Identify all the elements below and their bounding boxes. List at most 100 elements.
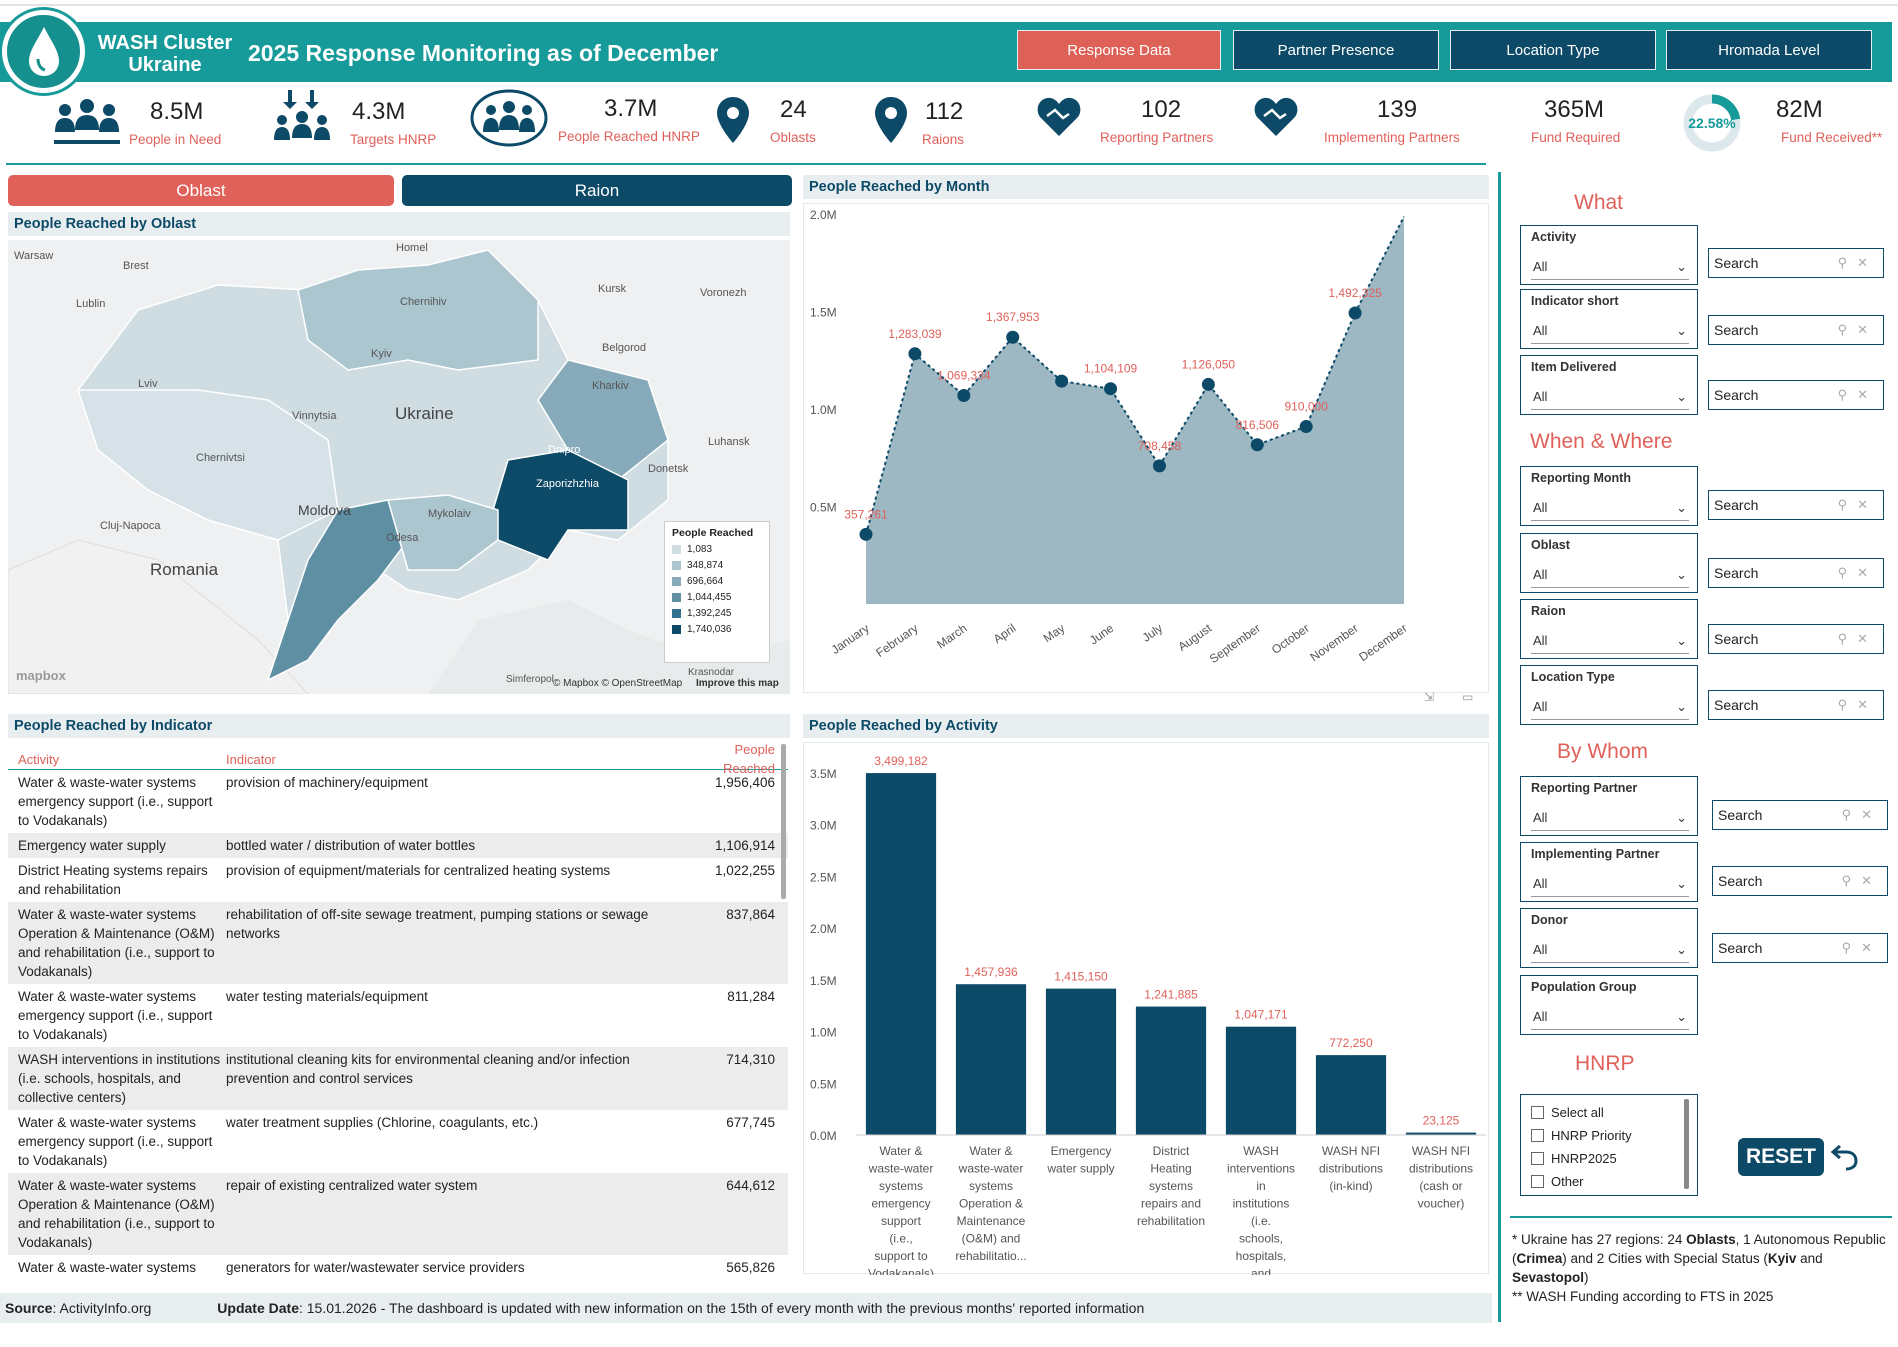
cell-people-reached: 714,310 (726, 1052, 775, 1067)
bar[interactable] (955, 984, 1027, 1135)
hnrp-option[interactable]: HNRP2025 (1531, 1151, 1687, 1166)
search-clear-icons[interactable]: ⚲✕ (1837, 387, 1878, 402)
bar[interactable] (1045, 988, 1117, 1135)
search-reporting-month[interactable]: Search ⚲✕ (1708, 490, 1884, 520)
map-label-dnipro: Dnipro (548, 444, 581, 456)
indicator-table: Activity Indicator People Reached Water … (8, 740, 788, 1275)
x-tick-label: Emergency water supply (1046, 1144, 1114, 1176)
filter-raion[interactable]: Raion All ⌄ (1520, 599, 1698, 659)
nav-hromada-level[interactable]: Hromada Level (1666, 30, 1872, 70)
search-clear-icons[interactable]: ⚲✕ (1841, 940, 1882, 955)
filter-implementing-partner[interactable]: Implementing Partner All ⌄ (1520, 842, 1698, 902)
bar[interactable] (1225, 1026, 1297, 1135)
search-clear-icons[interactable]: ⚲✕ (1837, 255, 1878, 270)
filter-location-type[interactable]: Location Type All ⌄ (1520, 665, 1698, 725)
x-tick-label: June (1087, 621, 1117, 648)
toggle-raion[interactable]: Raion (402, 175, 792, 206)
table-row[interactable]: Water & waste-water systems emergency su… (8, 1110, 788, 1173)
people-group-icon (52, 92, 122, 155)
data-point[interactable] (1348, 306, 1362, 320)
kpi-fund-received-label: Fund Received** (1781, 130, 1883, 145)
improve-map-link[interactable]: Improve this map (696, 678, 779, 689)
data-point[interactable] (1250, 438, 1264, 452)
oblast-map[interactable]: Warsaw Brest Homel Lublin Kursk Voronezh… (8, 240, 790, 694)
filter-reporting-partner[interactable]: Reporting Partner All ⌄ (1520, 776, 1698, 836)
data-point[interactable] (908, 347, 922, 361)
nav-partner-presence[interactable]: Partner Presence (1233, 30, 1439, 70)
month-chart-title: People Reached by Month (803, 175, 1489, 199)
search-clear-icons[interactable]: ⚲✕ (1837, 697, 1878, 712)
dropdown-value: All (1533, 323, 1548, 338)
hnrp-option[interactable]: HNRP Priority (1531, 1128, 1687, 1143)
search-implementing-partner[interactable]: Search ⚲✕ (1712, 866, 1888, 896)
search-location-type[interactable]: Search ⚲✕ (1708, 690, 1884, 720)
search-clear-icons[interactable]: ⚲✕ (1837, 565, 1878, 580)
checkbox[interactable] (1531, 1129, 1544, 1142)
filter-item-delivered[interactable]: Item Delivered All ⌄ (1520, 355, 1698, 415)
hnrp-scrollbar[interactable] (1684, 1099, 1689, 1189)
table-scrollbar[interactable] (781, 744, 786, 899)
search-item-delivered[interactable]: Search ⚲✕ (1708, 380, 1884, 410)
table-row[interactable]: Water & waste-water systems generators fo… (8, 1255, 788, 1275)
data-point[interactable] (1299, 420, 1313, 434)
filter-reporting-month[interactable]: Reporting Month All ⌄ (1520, 466, 1698, 526)
x-tick-label: April (991, 621, 1019, 646)
data-point[interactable] (1104, 382, 1118, 396)
handshake-heart-icon (1035, 92, 1083, 145)
table-row[interactable]: Water & waste-water systems Operation & … (8, 902, 788, 984)
search-reporting-partner[interactable]: Search ⚲✕ (1712, 800, 1888, 830)
search-raion[interactable]: Search ⚲✕ (1708, 624, 1884, 654)
toggle-oblast[interactable]: Oblast (8, 175, 394, 206)
data-point[interactable] (957, 388, 971, 402)
table-row[interactable]: Water & waste-water systems Operation & … (8, 1173, 788, 1255)
filter-population-group[interactable]: Population Group All ⌄ (1520, 975, 1698, 1035)
bar[interactable] (865, 773, 937, 1135)
undo-arrow-icon[interactable] (1830, 1140, 1860, 1177)
search-clear-icons[interactable]: ⚲✕ (1837, 631, 1878, 646)
bar[interactable] (1135, 1006, 1207, 1135)
cell-activity: Water & waste-water systems Operation & … (18, 907, 215, 979)
search-clear-icons[interactable]: ⚲✕ (1841, 807, 1882, 822)
search-donor[interactable]: Search ⚲✕ (1712, 933, 1888, 963)
filter-indicator-short[interactable]: Indicator short All ⌄ (1520, 289, 1698, 349)
cell-indicator: rehabilitation of off-site sewage treatm… (226, 907, 649, 941)
data-point[interactable] (859, 527, 873, 541)
col-people-reached[interactable]: People Reached (722, 742, 775, 776)
search-activity[interactable]: Search ⚲✕ (1708, 248, 1884, 278)
focus-mode-icon[interactable]: ⇲ (1424, 690, 1435, 704)
checkbox[interactable] (1531, 1175, 1544, 1188)
data-point[interactable] (1006, 330, 1020, 344)
data-point[interactable] (1055, 374, 1069, 388)
search-clear-icons[interactable]: ⚲✕ (1841, 873, 1882, 888)
nav-location-type[interactable]: Location Type (1450, 30, 1656, 70)
reset-button[interactable]: RESET (1738, 1138, 1824, 1176)
search-indicator-short[interactable]: Search ⚲✕ (1708, 315, 1884, 345)
table-row[interactable]: WASH interventions in institutions (i.e.… (8, 1047, 788, 1110)
filter-donor[interactable]: Donor All ⌄ (1520, 908, 1698, 968)
col-indicator[interactable]: Indicator (226, 751, 276, 767)
search-oblast[interactable]: Search ⚲✕ (1708, 558, 1884, 588)
hnrp-option[interactable]: Other (1531, 1174, 1687, 1189)
hnrp-option[interactable]: Select all (1531, 1105, 1687, 1120)
search-clear-icons[interactable]: ⚲✕ (1837, 322, 1878, 337)
table-row[interactable]: Water & waste-water systems emergency su… (8, 770, 788, 833)
filter-oblast[interactable]: Oblast All ⌄ (1520, 533, 1698, 593)
filter-label: Raion (1531, 604, 1566, 618)
bar[interactable] (1315, 1055, 1387, 1135)
data-label: 1,415,150 (1054, 970, 1108, 984)
table-row[interactable]: Water & waste-water systems emergency su… (8, 984, 788, 1047)
filter-activity[interactable]: Activity All ⌄ (1520, 225, 1698, 285)
col-activity[interactable]: Activity (18, 751, 60, 767)
checkbox[interactable] (1531, 1152, 1544, 1165)
more-options-icon[interactable]: ▭ (1462, 690, 1474, 704)
bar[interactable] (1405, 1132, 1477, 1135)
table-row[interactable]: District Heating systems repairs and reh… (8, 858, 788, 902)
x-tick-label: November (1307, 621, 1360, 664)
checkbox[interactable] (1531, 1106, 1544, 1119)
table-row[interactable]: Emergency water supply bottled water / di… (8, 833, 788, 858)
map-label-kharkiv: Kharkiv (592, 380, 629, 392)
nav-response-data[interactable]: Response Data (1017, 30, 1221, 70)
search-clear-icons[interactable]: ⚲✕ (1837, 497, 1878, 512)
data-point[interactable] (1152, 459, 1166, 473)
data-point[interactable] (1201, 377, 1215, 391)
